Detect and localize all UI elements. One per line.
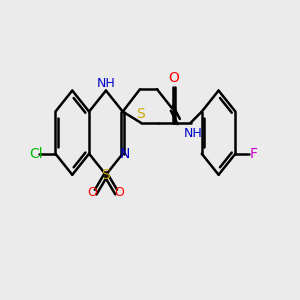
Text: NH: NH xyxy=(184,127,202,140)
Text: S: S xyxy=(102,168,110,182)
Text: O: O xyxy=(115,186,124,199)
Text: F: F xyxy=(250,147,258,161)
Text: Cl: Cl xyxy=(29,147,43,161)
Text: NH: NH xyxy=(97,76,115,90)
Text: N: N xyxy=(120,147,130,161)
Text: O: O xyxy=(169,71,179,85)
Text: S: S xyxy=(136,107,145,121)
Text: O: O xyxy=(87,186,97,199)
